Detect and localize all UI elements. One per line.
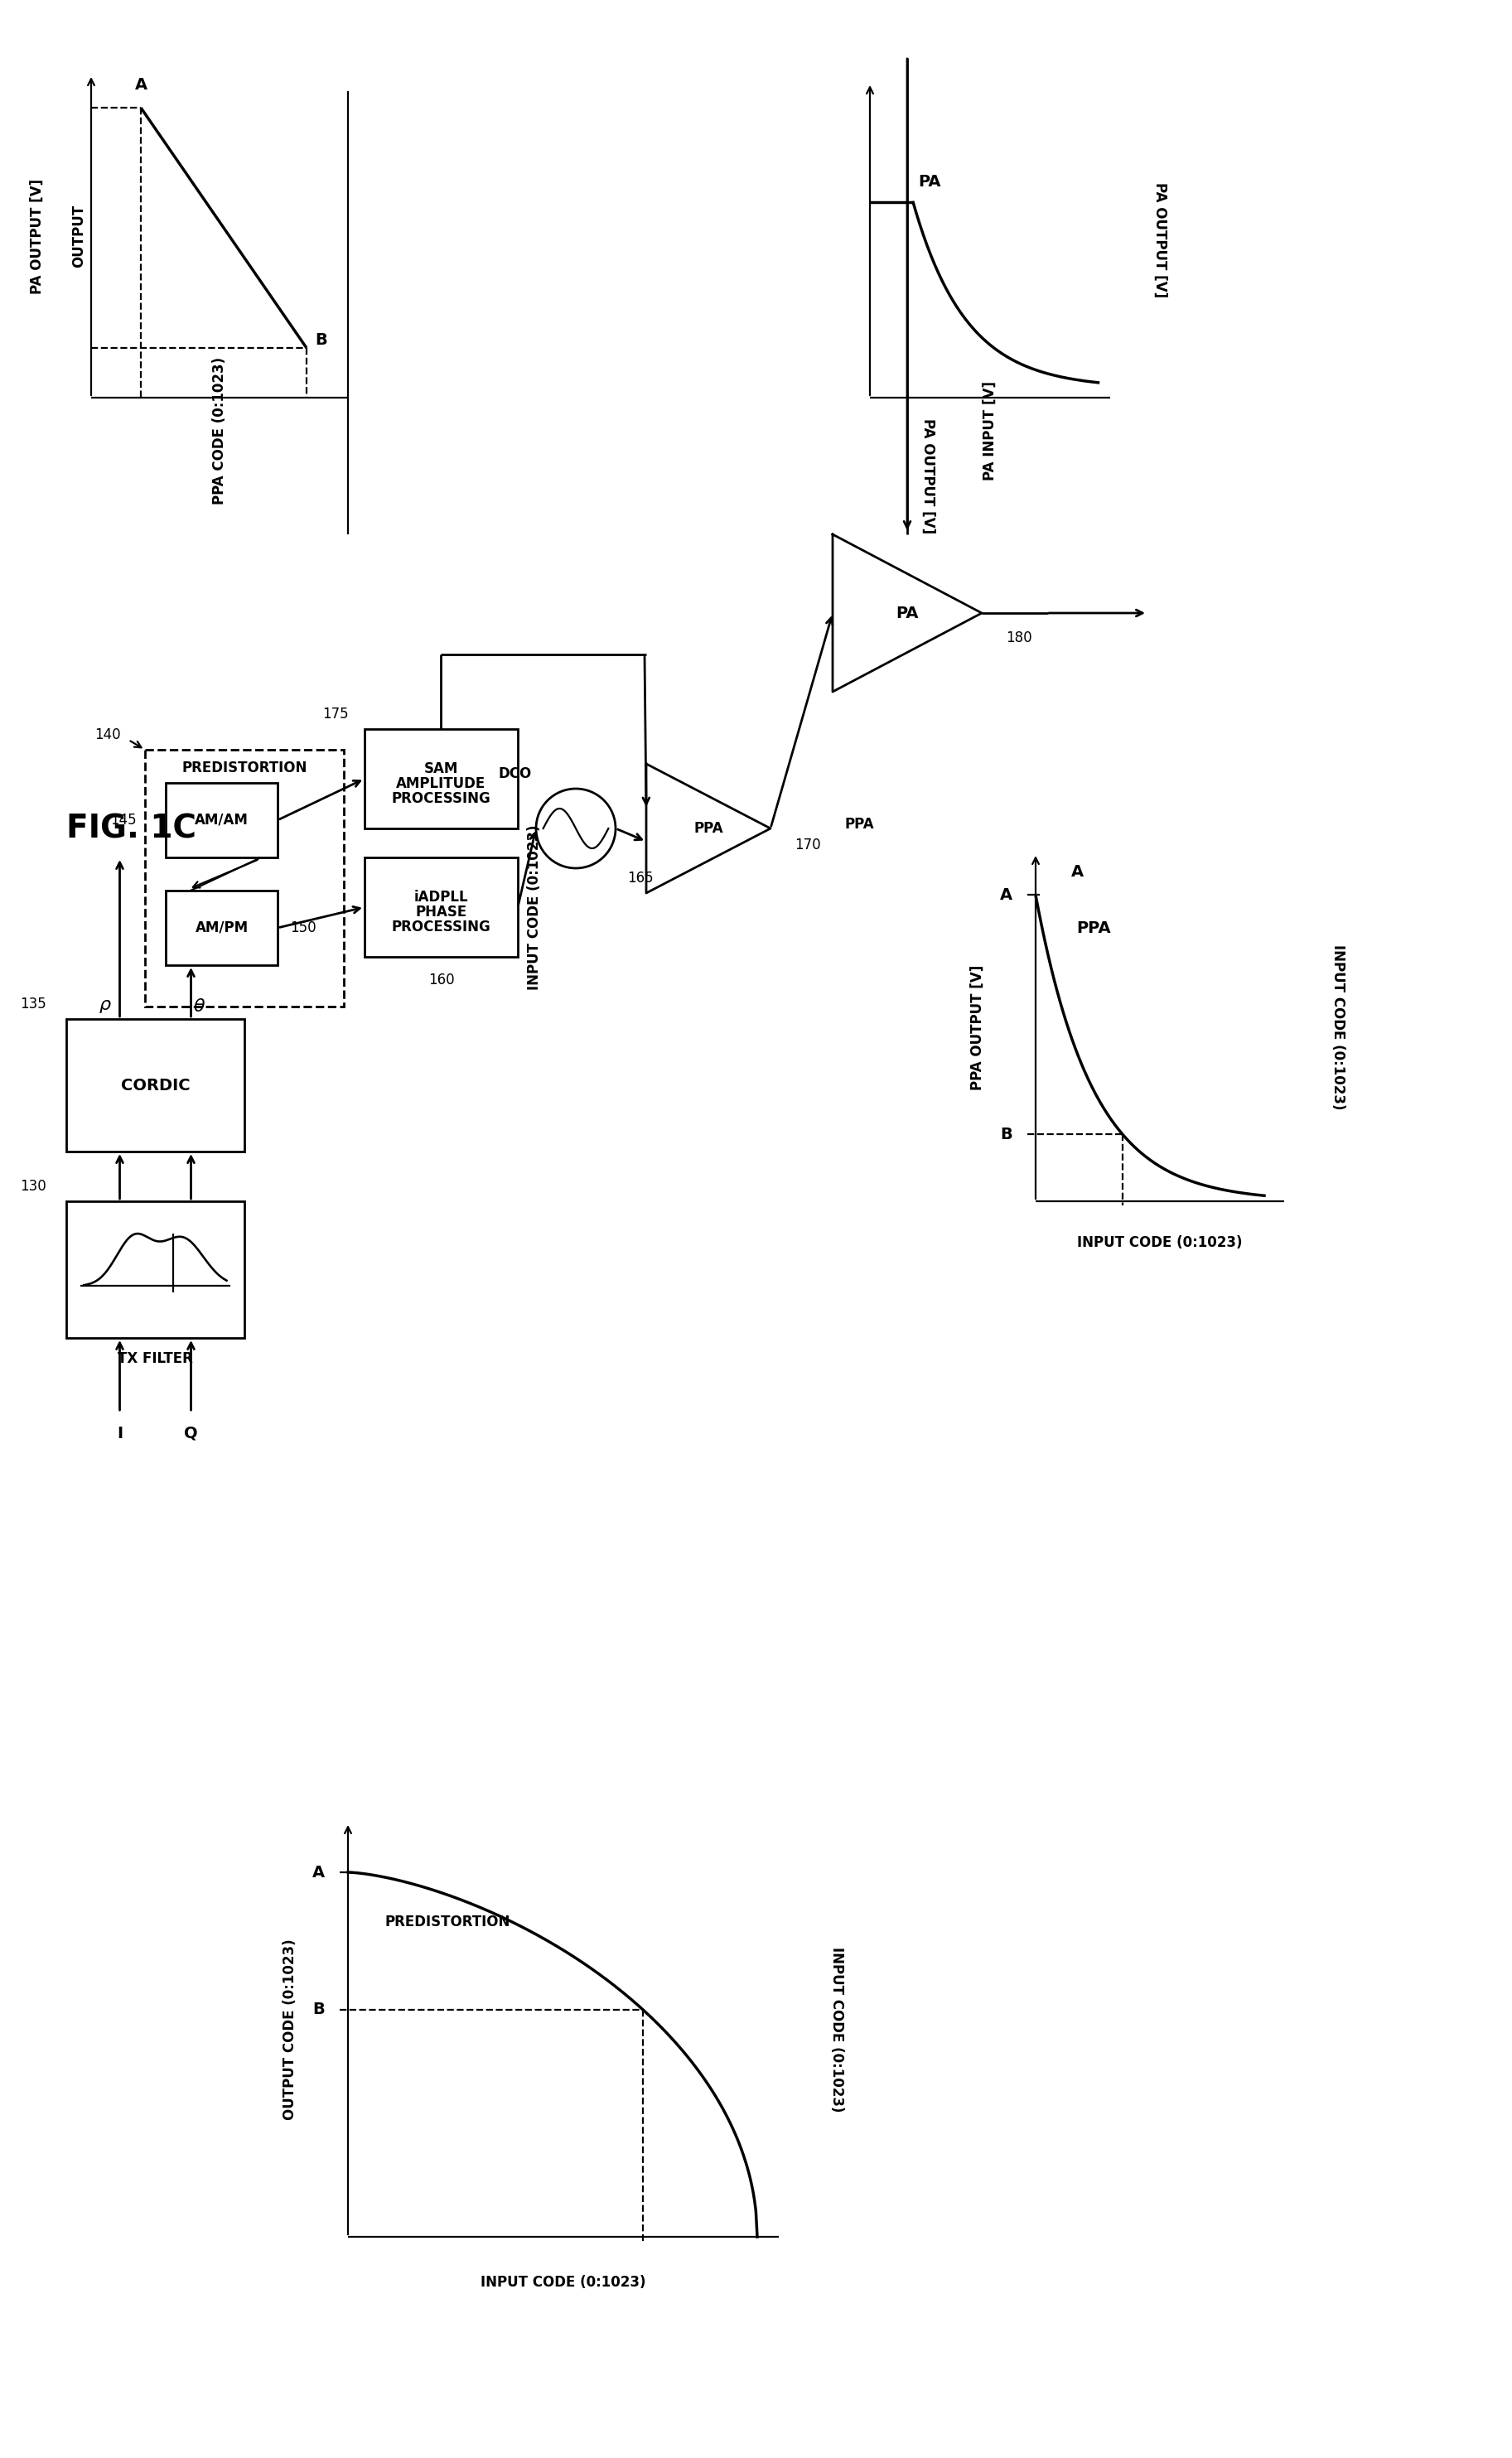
Text: 130: 130: [20, 1180, 47, 1195]
Text: B: B: [1001, 1126, 1013, 1143]
Text: PPA OUTPUT [V]: PPA OUTPUT [V]: [971, 964, 986, 1089]
Text: DCO: DCO: [499, 767, 532, 782]
Text: PA: PA: [918, 175, 940, 189]
Text: A: A: [313, 1866, 325, 1880]
Bar: [166, 784, 278, 858]
Text: CORDIC: CORDIC: [121, 1077, 191, 1094]
Text: PREDISTORTION: PREDISTORTION: [181, 760, 307, 774]
Text: FIG. 1C: FIG. 1C: [67, 814, 197, 843]
Text: INPUT CODE (0:1023): INPUT CODE (0:1023): [481, 2276, 646, 2291]
Text: PROCESSING: PROCESSING: [392, 919, 491, 934]
Text: 175: 175: [322, 705, 349, 723]
Text: iADPLL: iADPLL: [414, 890, 469, 905]
Text: PROCESSING: PROCESSING: [392, 791, 491, 806]
Text: AM/PM: AM/PM: [195, 919, 248, 936]
Text: I: I: [116, 1426, 122, 1440]
Bar: [145, 750, 343, 1008]
Text: B: B: [313, 2001, 325, 2018]
Text: $\rho$: $\rho$: [98, 998, 112, 1015]
Text: Q: Q: [184, 1426, 198, 1440]
Text: 180: 180: [1005, 629, 1033, 646]
Text: PREDISTORTION: PREDISTORTION: [384, 1915, 510, 1930]
Text: PA INPUT [V]: PA INPUT [V]: [983, 381, 998, 479]
Text: $\theta$: $\theta$: [194, 998, 206, 1015]
Text: A: A: [999, 887, 1013, 902]
Text: 140: 140: [95, 728, 121, 742]
Bar: [67, 1202, 245, 1337]
Text: PA OUTPUT [V]: PA OUTPUT [V]: [921, 418, 936, 533]
Text: TX FILTER: TX FILTER: [118, 1352, 194, 1367]
Text: PPA: PPA: [694, 821, 723, 836]
Bar: [364, 730, 517, 828]
Bar: [166, 890, 278, 966]
Text: PHASE: PHASE: [416, 905, 467, 919]
Text: INPUT CODE (0:1023): INPUT CODE (0:1023): [1331, 944, 1346, 1111]
Text: A: A: [135, 76, 147, 93]
Text: 170: 170: [795, 838, 821, 853]
Text: 165: 165: [627, 870, 653, 885]
Text: A: A: [1070, 863, 1083, 880]
Text: 160: 160: [428, 973, 454, 988]
Text: INPUT CODE (0:1023): INPUT CODE (0:1023): [829, 1947, 844, 2111]
Text: PPA: PPA: [1077, 919, 1111, 936]
Text: AM/AM: AM/AM: [195, 814, 248, 828]
Text: B: B: [316, 332, 328, 347]
Text: INPUT CODE (0:1023): INPUT CODE (0:1023): [526, 823, 541, 991]
Text: INPUT CODE (0:1023): INPUT CODE (0:1023): [1077, 1236, 1243, 1251]
Text: OUTPUT CODE (0:1023): OUTPUT CODE (0:1023): [283, 1939, 298, 2121]
Text: PA OUTPUT [V]: PA OUTPUT [V]: [30, 179, 45, 295]
Text: PA OUTPUT [V]: PA OUTPUT [V]: [1152, 182, 1167, 297]
Text: 145: 145: [110, 814, 136, 828]
Text: AMPLITUDE: AMPLITUDE: [396, 777, 485, 791]
Text: OUTPUT: OUTPUT: [71, 204, 86, 268]
Text: 150: 150: [290, 919, 316, 936]
Text: PA: PA: [895, 605, 919, 622]
Text: SAM: SAM: [423, 762, 458, 777]
Text: 135: 135: [20, 995, 47, 1013]
Bar: [67, 1020, 245, 1150]
Text: PPA CODE (0:1023): PPA CODE (0:1023): [212, 356, 227, 504]
Bar: [364, 858, 517, 956]
Text: PPA: PPA: [845, 816, 874, 831]
